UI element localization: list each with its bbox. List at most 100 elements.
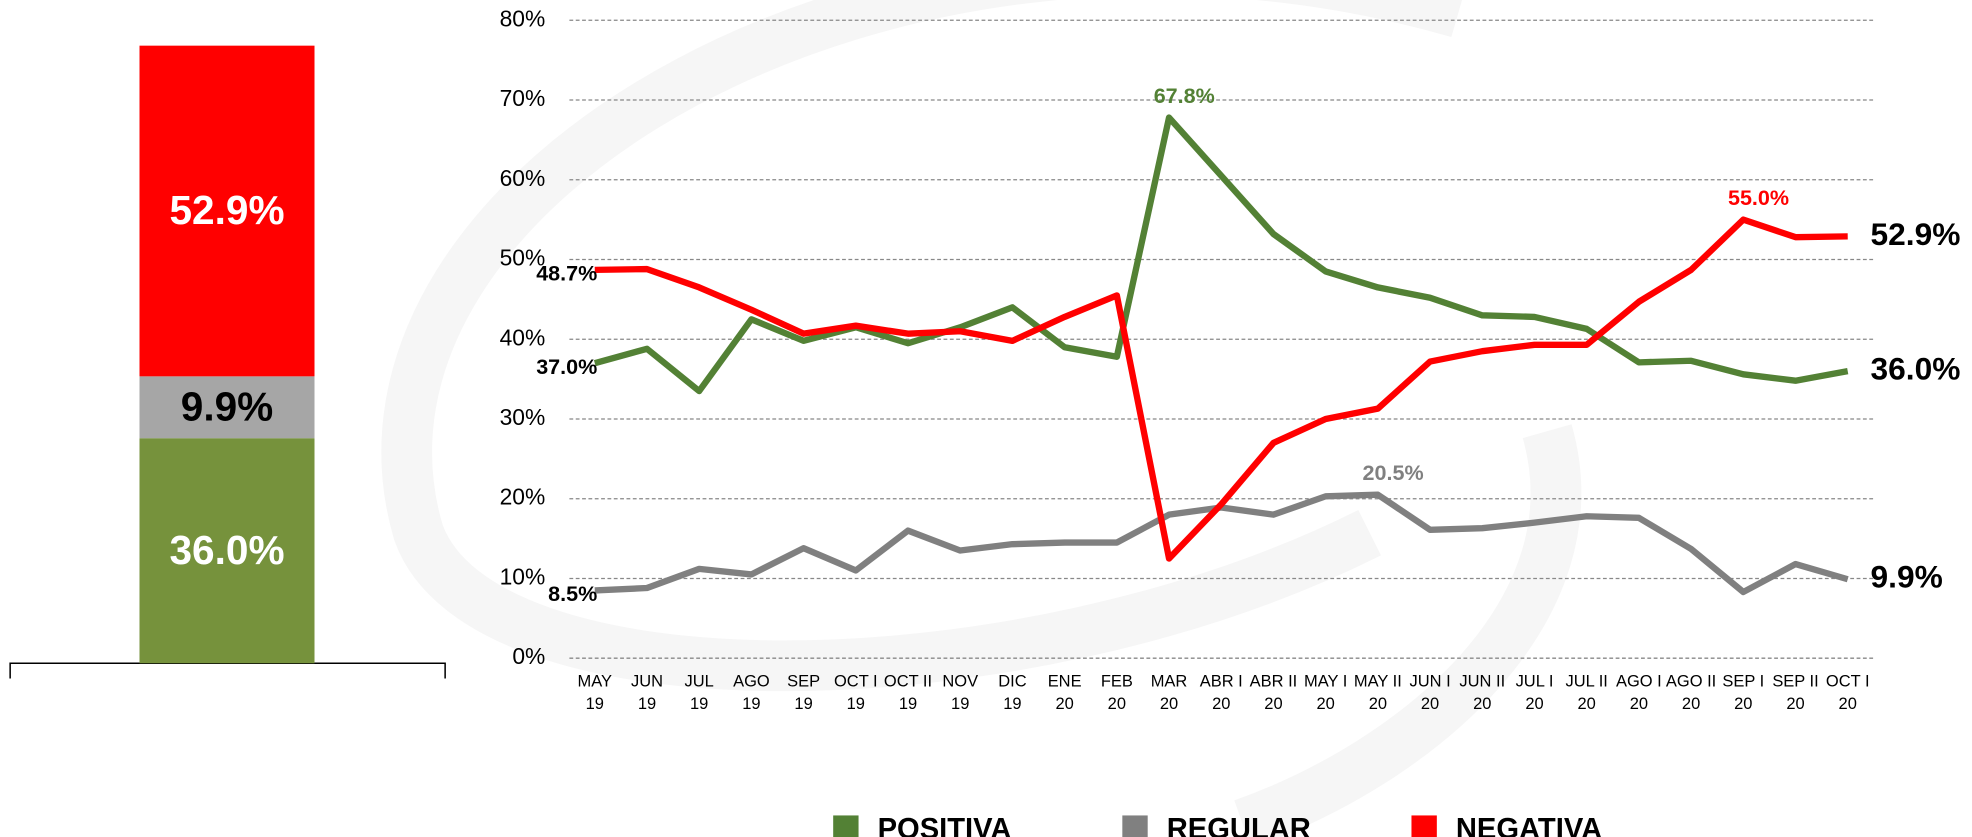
legend-swatch <box>1411 815 1437 837</box>
data-label: 37.0% <box>536 354 597 379</box>
data-label: 9.9% <box>1871 559 1943 595</box>
x-tick-label: JUL 19 <box>685 673 714 714</box>
y-tick-label: 40% <box>500 324 546 350</box>
y-tick-label: 50% <box>500 245 546 271</box>
x-tick-line: ABR II <box>1250 673 1298 691</box>
x-tick-label: JUN I 20 <box>1409 673 1450 714</box>
x-tick-line: 20 <box>1786 695 1804 713</box>
x-tick-line: 19 <box>951 695 969 713</box>
x-tick-label: OCT I 19 <box>834 673 878 714</box>
x-tick-line: JUL I <box>1516 673 1554 691</box>
x-tick-line: JUN I <box>1409 673 1450 691</box>
x-tick-label: MAY I 20 <box>1304 673 1347 714</box>
data-label: 67.8% <box>1154 83 1215 108</box>
x-tick-line: 20 <box>1630 695 1648 713</box>
bar-value-label: 9.9% <box>181 384 274 430</box>
x-tick-line: AGO <box>733 673 770 691</box>
data-label: 48.7% <box>536 261 597 286</box>
y-tick-label: 20% <box>500 484 546 510</box>
x-tick-line: 20 <box>1525 695 1543 713</box>
x-tick-line: 20 <box>1055 695 1073 713</box>
watermark <box>381 0 1463 692</box>
x-tick-line: 20 <box>1839 695 1857 713</box>
x-tick-line: OCT I <box>1826 673 1870 691</box>
x-tick-line: 20 <box>1369 695 1387 713</box>
x-tick-label: JUN II 20 <box>1459 673 1505 714</box>
x-tick-line: ENE <box>1048 673 1082 691</box>
bar-segment <box>139 438 315 664</box>
x-tick-line: 19 <box>586 695 604 713</box>
y-tick-label: 0% <box>512 643 545 669</box>
x-tick-line: MAY I <box>1304 673 1347 691</box>
series-line <box>593 114 1849 395</box>
x-tick-label: OCT II 19 <box>884 673 932 714</box>
x-tick-line: 20 <box>1160 695 1178 713</box>
x-tick-line: NOV <box>942 673 978 691</box>
legend-label: NEGATIVA <box>1456 813 1602 837</box>
y-tick-label: 60% <box>500 165 546 191</box>
y-tick-label: 10% <box>500 563 546 589</box>
x-tick-label: JUL I 20 <box>1516 673 1554 714</box>
data-label: 20.5% <box>1363 460 1424 485</box>
x-tick-label: JUN 19 <box>631 673 663 714</box>
data-label: 36.0% <box>1871 351 1961 387</box>
bar-value-label: 52.9% <box>169 187 284 233</box>
x-tick-line: 19 <box>1003 695 1021 713</box>
series-line <box>594 216 1848 562</box>
x-tick-line: 19 <box>638 695 656 713</box>
x-tick-line: OCT II <box>884 673 932 691</box>
x-tick-line: 20 <box>1264 695 1282 713</box>
x-tick-line: 19 <box>847 695 865 713</box>
x-tick-label: AGO II 20 <box>1666 673 1716 714</box>
x-tick-line: FEB <box>1101 673 1133 691</box>
x-tick-label: ENE 20 <box>1048 673 1082 714</box>
legend-label: REGULAR <box>1167 813 1311 837</box>
x-tick-line: 20 <box>1734 695 1752 713</box>
bar-segment <box>139 376 315 439</box>
x-tick-line: 20 <box>1421 695 1439 713</box>
x-tick-label: AGO 19 <box>733 673 770 714</box>
x-tick-label: AGO I 20 <box>1616 673 1662 714</box>
bar-baseline <box>9 662 446 679</box>
x-tick-label: NOV 19 <box>942 673 978 714</box>
x-tick-label: FEB 20 <box>1101 673 1133 714</box>
x-tick-line: AGO I <box>1616 673 1662 691</box>
x-tick-label: DIC 19 <box>998 673 1026 714</box>
bar-value-label: 36.0% <box>169 527 284 573</box>
x-tick-line: 19 <box>742 695 760 713</box>
x-tick-line: 20 <box>1316 695 1334 713</box>
x-tick-line: ABR I <box>1200 673 1243 691</box>
x-tick-label: ABR I 20 <box>1200 673 1243 714</box>
x-tick-label: MAY II 20 <box>1354 673 1402 714</box>
x-tick-line: SEP I <box>1722 673 1764 691</box>
x-tick-line: 20 <box>1682 695 1700 713</box>
legend-label: POSITIVA <box>878 813 1012 837</box>
x-tick-line: JUN <box>631 673 663 691</box>
x-tick-label: SEP 19 <box>787 673 820 714</box>
y-tick-label: 80% <box>500 5 546 31</box>
x-tick-line: JUL <box>685 673 714 691</box>
y-tick-label: 30% <box>500 404 546 430</box>
x-tick-line: MAY <box>578 673 612 691</box>
x-tick-label: SEP II 20 <box>1772 673 1818 714</box>
legend-swatch <box>1122 815 1148 837</box>
x-tick-line: AGO II <box>1666 673 1716 691</box>
bar-segment <box>139 45 315 377</box>
x-tick-label: ABR II 20 <box>1250 673 1298 714</box>
x-tick-line: SEP II <box>1772 673 1818 691</box>
x-tick-line: MAR <box>1151 673 1188 691</box>
x-tick-label: JUL II 20 <box>1565 673 1607 714</box>
x-tick-label: OCT I 20 <box>1826 673 1870 714</box>
x-tick-line: SEP <box>787 673 820 691</box>
x-tick-line: 20 <box>1578 695 1596 713</box>
watermark <box>1234 424 1582 837</box>
x-tick-label: SEP I 20 <box>1722 673 1764 714</box>
legend-swatch <box>833 815 859 837</box>
data-label: 8.5% <box>548 581 597 606</box>
x-tick-line: 20 <box>1212 695 1230 713</box>
x-tick-line: 19 <box>690 695 708 713</box>
x-tick-line: DIC <box>998 673 1026 691</box>
x-tick-label: MAY 19 <box>578 673 612 714</box>
x-tick-line: MAY II <box>1354 673 1402 691</box>
